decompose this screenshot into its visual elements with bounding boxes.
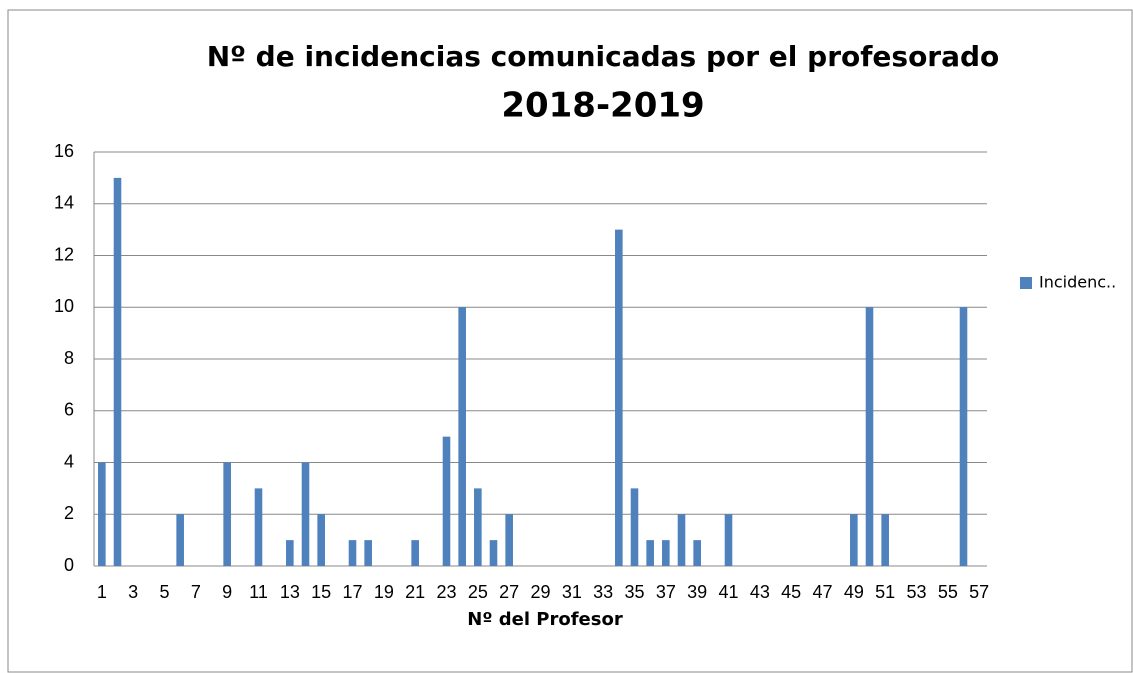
bar bbox=[850, 514, 858, 566]
y-tick-label: 8 bbox=[64, 348, 74, 368]
bar bbox=[348, 540, 357, 566]
y-tick-label: 2 bbox=[64, 503, 74, 523]
bar bbox=[254, 488, 263, 566]
x-tick-label: 31 bbox=[562, 582, 582, 602]
x-tick-label: 47 bbox=[812, 582, 832, 602]
bar bbox=[615, 229, 623, 566]
x-tick-label: 19 bbox=[374, 582, 394, 602]
x-tick-label: 7 bbox=[191, 582, 201, 602]
y-tick-label: 14 bbox=[54, 193, 74, 213]
x-tick-label: 55 bbox=[938, 582, 958, 602]
x-tick-label: 3 bbox=[128, 582, 138, 602]
x-tick-label: 51 bbox=[875, 582, 895, 602]
bar bbox=[458, 307, 466, 566]
bar bbox=[630, 488, 639, 566]
bar bbox=[474, 488, 482, 566]
bar bbox=[286, 540, 294, 566]
x-tick-label: 1 bbox=[97, 582, 107, 602]
x-tick-label: 21 bbox=[405, 582, 425, 602]
y-tick-label: 4 bbox=[64, 451, 74, 471]
x-tick-label: 13 bbox=[280, 582, 300, 602]
x-tick-label: 23 bbox=[436, 582, 456, 602]
bar bbox=[223, 462, 231, 566]
x-tick-label: 35 bbox=[624, 582, 644, 602]
y-tick-label: 6 bbox=[64, 400, 74, 420]
x-tick-label: 33 bbox=[593, 582, 613, 602]
bar bbox=[364, 540, 372, 566]
x-tick-label: 43 bbox=[750, 582, 770, 602]
x-tick-label: 17 bbox=[342, 582, 362, 602]
bar bbox=[505, 514, 513, 566]
x-tick-label: 53 bbox=[906, 582, 926, 602]
bar bbox=[176, 514, 184, 566]
chart-subtitle: 2018-2019 bbox=[501, 86, 704, 126]
bar bbox=[724, 514, 733, 566]
chart-title: Nº de incidencias comunicadas por el pro… bbox=[207, 40, 1000, 73]
bar bbox=[662, 540, 670, 566]
x-tick-label: 29 bbox=[530, 582, 550, 602]
x-tick-label: 57 bbox=[969, 582, 989, 602]
y-tick-label: 16 bbox=[54, 141, 74, 161]
bar bbox=[113, 177, 122, 566]
legend-label: Incidenc.. bbox=[1039, 273, 1116, 292]
y-tick-label: 10 bbox=[54, 296, 74, 316]
x-tick-label: 5 bbox=[159, 582, 169, 602]
x-tick-label: 39 bbox=[687, 582, 707, 602]
legend-swatch bbox=[1020, 277, 1032, 289]
y-tick-label: 0 bbox=[64, 555, 74, 575]
x-tick-label: 49 bbox=[844, 582, 864, 602]
chart-frame bbox=[7, 9, 1133, 673]
bar bbox=[865, 307, 874, 566]
x-tick-label: 9 bbox=[222, 582, 232, 602]
y-tick-label: 12 bbox=[54, 244, 74, 264]
x-tick-label: 41 bbox=[718, 582, 738, 602]
bar bbox=[677, 514, 686, 566]
bar bbox=[411, 540, 419, 566]
x-tick-label: 15 bbox=[311, 582, 331, 602]
x-tick-label: 25 bbox=[468, 582, 488, 602]
bar bbox=[317, 514, 325, 566]
x-tick-label: 11 bbox=[249, 582, 268, 602]
bar bbox=[98, 462, 106, 566]
bar bbox=[489, 540, 498, 566]
bar bbox=[959, 307, 968, 566]
bar bbox=[881, 514, 889, 566]
x-tick-label: 45 bbox=[781, 582, 801, 602]
bar bbox=[301, 462, 310, 566]
bar bbox=[646, 540, 654, 566]
bar bbox=[442, 436, 451, 566]
bar bbox=[693, 540, 701, 566]
x-axis-label: Nº del Profesor bbox=[467, 609, 623, 630]
x-tick-label: 27 bbox=[499, 582, 519, 602]
x-tick-label: 37 bbox=[656, 582, 676, 602]
